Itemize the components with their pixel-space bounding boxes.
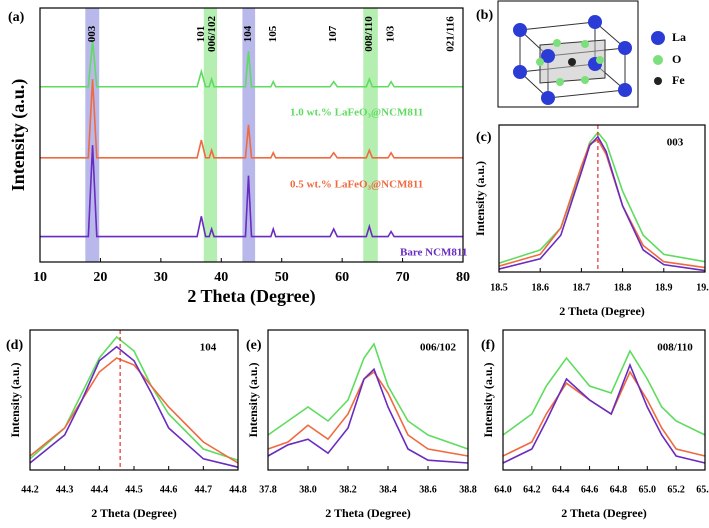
x-tick-label: 10 <box>33 270 47 285</box>
y-axis-label: Intensity (a.u.) <box>8 362 22 437</box>
series-line <box>498 135 706 272</box>
peak-annotation: 006/102 <box>420 342 457 354</box>
x-tick-label: 60 <box>335 270 349 285</box>
legend-icon <box>653 55 663 65</box>
peak-label: 021/116 <box>444 16 456 52</box>
x-tick-label: 30 <box>154 270 168 285</box>
series-line <box>498 131 706 264</box>
legend-label: O <box>672 52 681 66</box>
x-tick-label: 38.4 <box>379 484 397 495</box>
y-axis-label: Intensity (a.u.) <box>8 79 29 192</box>
series-line <box>29 345 239 468</box>
x-tick-label: 18.7 <box>573 282 591 293</box>
x-tick-label: 64.8 <box>610 484 628 495</box>
panel-label: (f) <box>481 338 495 353</box>
x-tick-label: 19.0 <box>696 282 709 293</box>
plot-frame <box>267 329 469 471</box>
series-line <box>29 357 239 464</box>
series-line <box>498 138 706 269</box>
peak-label: 008/110 <box>363 16 375 52</box>
plot-frame <box>498 124 706 273</box>
y-axis-label: Intensity (a.u.) <box>473 161 487 236</box>
legend-label: La <box>672 30 686 44</box>
x-tick-label: 65.0 <box>639 484 657 495</box>
x-tick-label: 20 <box>93 270 107 285</box>
series-label: Bare NCM811 <box>400 247 467 259</box>
x-tick-label: 18.6 <box>531 282 549 293</box>
x-axis-label: 2 Theta (Degree) <box>325 506 411 520</box>
panel-label: (e) <box>246 338 262 353</box>
x-tick-label: 65.4 <box>696 484 709 495</box>
highlight-band <box>363 8 378 262</box>
series-line <box>502 349 706 436</box>
series-label: 0.5 wt.% LaFeO₃@NCM811 <box>290 179 423 191</box>
x-tick-label: 64.2 <box>523 484 541 495</box>
x-tick-label: 38.0 <box>299 484 317 495</box>
x-tick-label: 64.4 <box>552 484 570 495</box>
peak-label: 107 <box>327 25 339 42</box>
panel-label: (b) <box>476 8 493 23</box>
highlight-band <box>203 8 218 262</box>
panel-label: (c) <box>476 130 492 145</box>
x-tick-label: 40 <box>214 270 228 285</box>
series-line <box>29 335 239 461</box>
x-tick-label: 44.3 <box>56 484 74 495</box>
x-axis-label: 2 Theta (Degree) <box>91 506 177 520</box>
peak-label: 006/102 <box>206 15 218 52</box>
series-line <box>40 145 463 238</box>
x-tick-label: 44.4 <box>91 484 109 495</box>
x-tick-label: 65.2 <box>667 484 685 495</box>
x-tick-label: 18.9 <box>655 282 673 293</box>
x-tick-label: 18.5 <box>490 282 508 293</box>
atoms <box>513 15 632 105</box>
legend-label: Fe <box>672 73 685 87</box>
series-line <box>40 40 463 88</box>
peak-label: 105 <box>267 25 279 42</box>
peak-label: 103 <box>385 25 397 42</box>
x-tick-label: 38.6 <box>419 484 437 495</box>
plot-frame <box>502 329 706 471</box>
x-tick-label: 38.2 <box>339 484 357 495</box>
series-label: 1.0 wt.% LaFeO₃@NCM811 <box>290 107 423 119</box>
peak-label: 003 <box>86 25 98 42</box>
panel-label: (a) <box>8 10 25 25</box>
x-tick-label: 64.0 <box>494 484 512 495</box>
y-axis-label: Intensity (a.u.) <box>481 362 495 437</box>
x-tick-label: 38.8 <box>459 484 477 495</box>
x-tick-label: 70 <box>396 270 410 285</box>
peak-label: 104 <box>242 25 254 42</box>
x-tick-label: 80 <box>456 270 470 285</box>
plot-frame <box>39 7 464 263</box>
structure-panel: (b) La O Fe <box>476 0 686 108</box>
series-line <box>502 370 706 457</box>
x-tick-label: 50 <box>275 270 289 285</box>
x-axis-label: 2 Theta (Degree) <box>559 304 645 318</box>
series-line <box>267 342 469 450</box>
peak-annotation: 003 <box>667 137 684 149</box>
panel-label: (d) <box>6 338 23 353</box>
x-tick-label: 64.6 <box>581 484 599 495</box>
x-tick-label: 37.8 <box>259 484 277 495</box>
x-tick-label: 18.8 <box>614 282 632 293</box>
peak-label: 101 <box>195 26 207 43</box>
series-line <box>40 79 463 159</box>
x-tick-label: 44.7 <box>195 484 213 495</box>
x-axis-label: 2 Theta (Degree) <box>187 286 315 307</box>
x-tick-label: 44.6 <box>160 484 178 495</box>
x-axis-label: 2 Theta (Degree) <box>561 506 647 520</box>
x-tick-label: 44.5 <box>125 484 143 495</box>
y-axis-label: Intensity (a.u.) <box>246 362 260 437</box>
peak-annotation: 104 <box>200 342 217 354</box>
peak-annotation: 008/110 <box>657 342 693 354</box>
legend-icon <box>651 31 665 45</box>
legend-icon <box>654 77 662 85</box>
x-tick-label: 44.8 <box>229 484 247 495</box>
series-line <box>267 367 469 464</box>
x-tick-label: 44.2 <box>21 484 39 495</box>
series-line <box>502 362 706 464</box>
